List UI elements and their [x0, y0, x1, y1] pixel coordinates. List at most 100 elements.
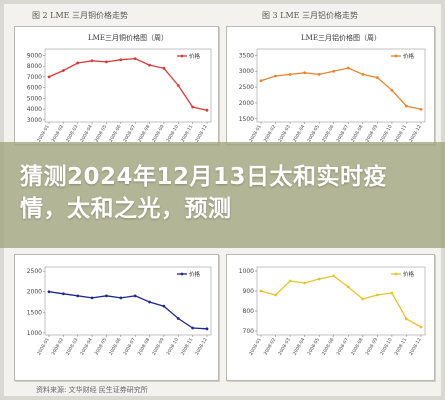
nickel-xtick-label-3: 2008-04: [79, 337, 94, 356]
copper-ytick-label-3: 6000: [27, 85, 42, 92]
nickel-data-point-7: [148, 300, 151, 304]
copper-data-point-10: [191, 105, 195, 109]
figure-3-label: 图 3 LME 三月铝价格走势: [262, 11, 359, 20]
zinc-xtick-label-5: 2008-06: [321, 337, 336, 356]
zinc-data-point-6: [346, 285, 350, 289]
aluminum-data-point-4: [317, 72, 321, 76]
copper-data-point-11: [205, 108, 209, 112]
copper-xtick-label-1: 2008-02: [50, 124, 65, 143]
zinc-xtick-label-4: 2008-05: [306, 337, 321, 356]
figure-2-label: 图 2 LME 三月铜价格走势: [32, 11, 129, 20]
nickel-data-point-0: [47, 290, 51, 294]
zinc-ytick-label-3: 1000: [239, 268, 254, 275]
nickel-ytick-label-1: 1500: [27, 309, 42, 316]
headline-banner: [0, 142, 445, 248]
copper-legend-label: 价格: [189, 52, 201, 60]
aluminum-data-point-7: [361, 72, 365, 76]
aluminum-xtick-label-7: 2008-08: [350, 124, 365, 143]
zinc-series-line: [260, 275, 422, 328]
copper-xtick-label-11: 2008-12: [194, 124, 209, 143]
aluminum-xtick-label-11: 2008-12: [408, 124, 423, 143]
copper-ytick-label-6: 9000: [27, 52, 42, 59]
copper-legend-marker: [180, 54, 184, 58]
nickel-xtick-label-7: 2008-08: [137, 337, 152, 356]
copper-plot-frame: [44, 48, 212, 123]
zinc-data-point-7: [361, 297, 365, 301]
nickel-data-point-5: [119, 296, 123, 300]
copper-xtick-label-0: 2008-01: [36, 124, 51, 143]
nickel-xtick-label-2: 2008-03: [65, 337, 80, 356]
aluminum-xtick-label-9: 2008-10: [379, 124, 394, 143]
aluminum-data-point-6: [346, 66, 350, 70]
copper-ytick-label-0: 3000: [27, 117, 42, 124]
aluminum-data-point-5: [332, 69, 336, 73]
aluminum-xtick-label-10: 2008-11: [394, 124, 409, 143]
copper-xtick-label-9: 2008-10: [165, 124, 180, 143]
aluminum-data-point-8: [375, 76, 379, 79]
copper-data-point-9: [176, 84, 180, 87]
zinc-xtick-label-0: 2008-01: [248, 337, 263, 356]
nickel-xtick-label-1: 2008-02: [50, 337, 65, 356]
copper-xtick-label-8: 2008-09: [151, 124, 166, 143]
aluminum-data-point-2: [288, 72, 292, 76]
nickel-xtick-label-8: 2008-09: [151, 337, 166, 356]
aluminum-chart-panel: LME三月铝价格图（周） 1500 2000 2500 3000 3500 2008-01 2…: [226, 26, 435, 145]
nickel-xtick-label-6: 2008-07: [122, 337, 137, 356]
nickel-data-point-11: [205, 327, 209, 331]
nickel-ytick-label-3: 2500: [27, 268, 42, 275]
copper-xtick-label-10: 2008-11: [180, 124, 195, 143]
source-note: 资料来源: 文华财经 民生证券研究所: [36, 386, 148, 394]
copper-xtick-label-7: 2008-08: [137, 124, 152, 143]
nickel-legend-marker: [180, 272, 184, 276]
copper-chart-panel: LME三月铜价格图（周） 3000 4000 5000 6000 7000 8000 9000…: [14, 26, 219, 145]
copper-xtick-label-6: 2008-07: [122, 124, 137, 143]
aluminum-ytick-label-3: 3000: [239, 68, 254, 75]
nickel-data-point-6: [133, 294, 137, 298]
zinc-plot-frame: [256, 266, 426, 336]
aluminum-plot-frame: [256, 48, 426, 123]
copper-chart-title: LME三月铜价格图（周）: [88, 33, 168, 42]
nickel-xtick-label-0: 2008-01: [36, 337, 51, 356]
copper-data-point-1: [61, 69, 65, 72]
aluminum-ytick-label-4: 3500: [239, 52, 254, 59]
nickel-ytick-label-2: 2000: [27, 289, 42, 296]
zinc-data-point-0: [259, 289, 263, 293]
nickel-xtick-label-11: 2008-12: [194, 337, 209, 356]
zinc-ytick-label-1: 800: [243, 308, 255, 315]
zinc-legend-label: 价格: [403, 270, 415, 278]
nickel-xtick-label-10: 2008-11: [180, 337, 195, 356]
copper-data-point-7: [148, 63, 151, 67]
copper-data-point-0: [47, 75, 51, 79]
nickel-plot-frame: [44, 266, 212, 336]
aluminum-xtick-label-5: 2008-06: [321, 124, 336, 143]
nickel-data-point-3: [90, 296, 94, 300]
zinc-legend-marker: [394, 272, 398, 276]
copper-xtick-label-3: 2008-04: [79, 124, 94, 143]
copper-data-point-4: [105, 60, 108, 64]
zinc-data-point-4: [317, 277, 321, 281]
zinc-xtick-label-10: 2008-11: [394, 337, 409, 356]
zinc-data-point-5: [332, 274, 336, 278]
aluminum-xtick-label-0: 2008-01: [248, 124, 263, 143]
zinc-ytick-label-0: 700: [243, 328, 255, 335]
aluminum-xtick-label-2: 2008-03: [277, 124, 292, 143]
nickel-data-point-2: [76, 294, 80, 298]
zinc-data-point-11: [419, 325, 423, 329]
aluminum-ytick-label-1: 2000: [239, 100, 254, 107]
zinc-xtick-label-9: 2008-10: [379, 337, 394, 356]
zinc-xtick-label-2: 2008-03: [277, 337, 292, 356]
nickel-data-point-8: [162, 304, 166, 308]
copper-data-point-3: [90, 59, 94, 63]
headline-text: 猜测2024年12月13日太和实时疫情，太和之光，预测: [20, 164, 388, 222]
copper-ytick-label-2: 5000: [27, 95, 42, 102]
copper-xtick-label-5: 2008-06: [108, 124, 123, 143]
aluminum-xtick-label-4: 2008-05: [306, 124, 321, 143]
aluminum-ytick-label-0: 1500: [239, 116, 254, 123]
aluminum-data-point-3: [303, 71, 307, 75]
aluminum-data-point-9: [390, 88, 394, 92]
zinc-xtick-label-1: 2008-02: [263, 337, 278, 356]
nickel-data-point-10: [191, 326, 195, 330]
zinc-xtick-label-6: 2008-07: [335, 337, 350, 356]
zinc-data-point-8: [375, 293, 379, 297]
